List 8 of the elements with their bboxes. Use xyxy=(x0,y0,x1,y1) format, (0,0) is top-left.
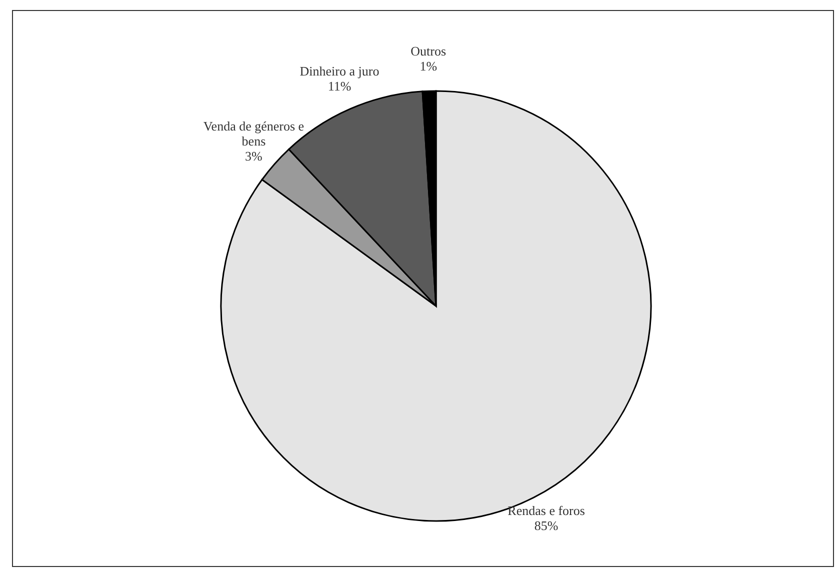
slice-label: Rendas e foros xyxy=(508,503,585,518)
slice-label: Dinheiro a juro xyxy=(300,63,380,78)
data-label: 11% xyxy=(328,78,352,94)
data-label: 85% xyxy=(534,518,558,534)
data-label: 3% xyxy=(245,148,263,164)
slice-label: Outros xyxy=(410,44,446,59)
slice-label: Venda de géneros e bens xyxy=(203,118,304,148)
data-label: 1% xyxy=(420,58,438,74)
